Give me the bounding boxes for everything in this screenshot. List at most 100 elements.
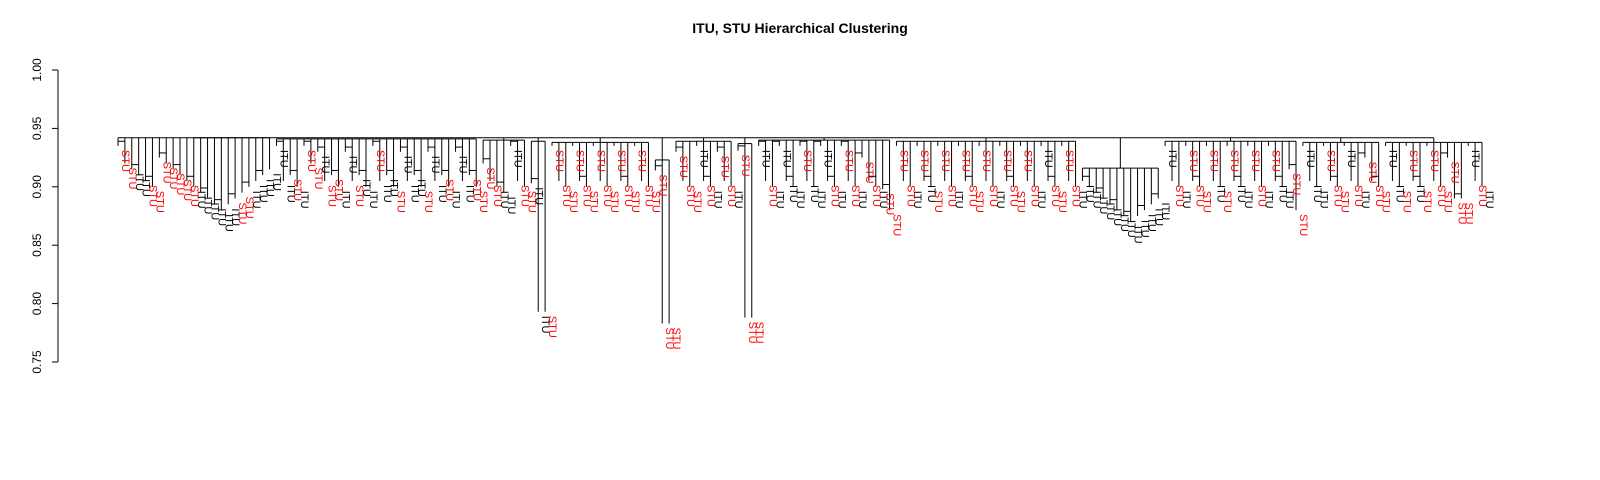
leaf-label: STU [188,185,200,207]
leaf-label: ITU [1077,191,1089,209]
leaf-label: ITU [415,179,427,197]
leaf-label: STU [236,202,248,224]
leaf-label: STU [663,327,675,349]
leaf-label: STU [649,191,661,213]
leaf-label: STU [684,185,696,207]
leaf-label: STU [601,185,613,207]
leaf-label: STU [374,150,386,172]
leaf-label: STU [291,179,303,201]
leaf-label: ITU [1180,191,1192,209]
leaf-label: ITU [1125,220,1137,238]
leaf-label: ITU [1414,185,1426,203]
leaf-label: STU [1373,185,1385,207]
leaf-label: STU [705,185,717,207]
leaf-label: STU [1221,191,1233,213]
leaf-label: STU [1063,150,1075,172]
leaf-label: STU [1331,185,1343,207]
leaf-label: STU [167,167,179,189]
leaf-label: STU [153,191,165,213]
leaf-label: STU [884,193,896,215]
leaf-label: STU [1338,191,1350,213]
leaf-label: ITU [1483,191,1495,209]
leaf-label: ITU [505,197,517,215]
leaf-label: STU [725,185,737,207]
leaf-label: STU [519,185,531,207]
leaf-label: ITU [229,208,241,226]
leaf-label: STU [1194,185,1206,207]
leaf-label: STU [1269,150,1281,172]
leaf-label: ITU [794,191,806,209]
leaf-label: ITU [271,173,283,191]
leaf-label: STU [739,155,751,177]
y-tick-label: 1.00 [30,58,44,82]
leaf-label: ITU [457,156,469,174]
leaf-label: STU [959,150,971,172]
leaf-label: STU [1070,185,1082,207]
leaf-label: STU [1187,150,1199,172]
y-axis: 0.75 0.80 0.85 0.90 0.95 1.00 [30,58,59,374]
leaf-label: STU [891,214,903,236]
leaf-label: ITU [1311,185,1323,203]
leaf-label: ITU [1345,150,1357,168]
leaf-label: STU [160,162,172,184]
leaf-label: STU [670,327,682,349]
leaf-label: ITU [381,185,393,203]
leaf-label: STU [243,197,255,219]
leaf-label: STU [1455,202,1467,224]
leaf-label: ITU [463,185,475,203]
leaf-label: STU [932,191,944,213]
leaf-label: ITU [1387,150,1399,168]
leaf-label: STU [395,191,407,213]
leaf-label: ITU [698,150,710,168]
leaf-label: ITU [140,179,152,197]
leaf-label: ITU [408,185,420,203]
leaf-label: STU [643,185,655,207]
leaf-label: STU [1021,150,1033,172]
leaf-label: STU [126,167,138,189]
leaf-label: ITU [429,156,441,174]
leaf-label: STU [1352,185,1364,207]
leaf-label: STU [1421,191,1433,213]
leaf-label: ITU [1090,191,1102,209]
leaf-label: STU [718,156,730,178]
leaf-label: STU [491,185,503,207]
leaf-label: STU [1366,162,1378,184]
leaf-label: STU [946,185,958,207]
y-tick-label: 0.95 [30,116,44,140]
leaf-label: STU [1400,191,1412,213]
leaf-label: ITU [808,185,820,203]
leaf-label: STU [1001,150,1013,172]
chart-title: ITU, STU Hierarchical Clustering [692,20,908,36]
leaf-label: ITU [360,179,372,197]
leaf-label: ITU [277,150,289,168]
leaf-label: STU [966,185,978,207]
leaf-label: STU [422,191,434,213]
leaf-label: STU [904,185,916,207]
leaf-label: STU [1462,202,1474,224]
leaf-label: STU [1008,185,1020,207]
leaf-label: ITU [539,316,551,334]
leaf-label: ITU [209,202,221,220]
leaf-label: STU [560,185,572,207]
leaf-label: ITU [1242,191,1254,209]
leaf-label: STU [849,185,861,207]
leaf-label: ITU [835,191,847,209]
leaf-label: ITU [367,191,379,209]
leaf-label: ITU [1263,191,1275,209]
leaf-label: STU [746,322,758,344]
leaf-label: ITU [760,150,772,168]
leaf-label: STU [1173,185,1185,207]
leaf-label: STU [1056,191,1068,213]
leaf-label: STU [897,150,909,172]
leaf-label: STU [1207,150,1219,172]
leaf-label: ITU [319,156,331,174]
leaf-label: ITU [953,191,965,209]
leaf-label: ITU [1159,202,1171,220]
leaf-label: STU [1028,185,1040,207]
leaf-label: ITU [250,191,262,209]
leaf-label: STU [553,150,565,172]
leaf-label: ITU [1359,191,1371,209]
leaf-label: ITU [773,191,785,209]
leaf-label: ITU [780,150,792,168]
leaf-label: ITU [1304,150,1316,168]
